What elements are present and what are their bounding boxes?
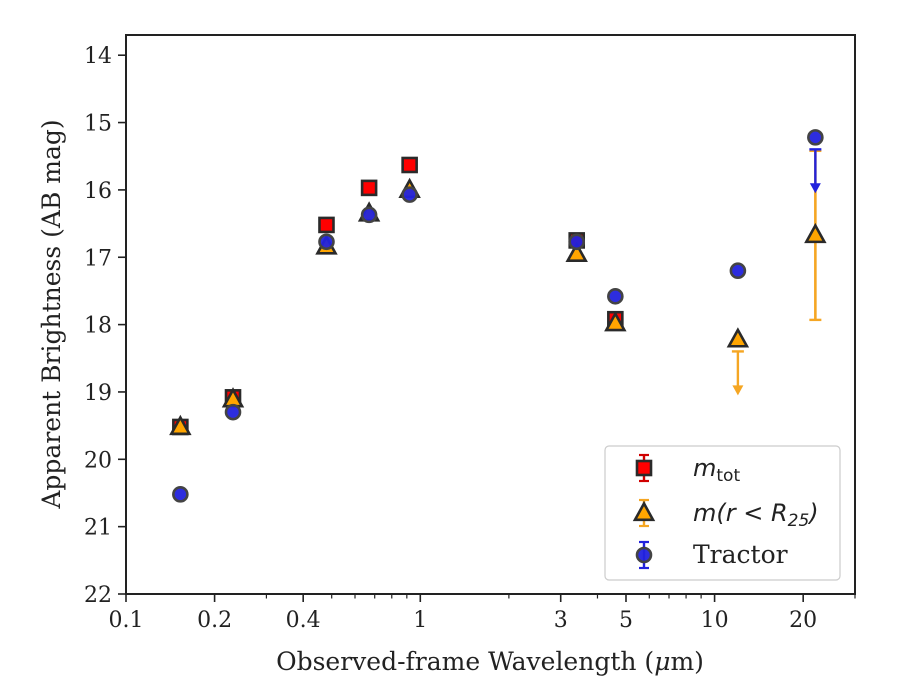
data-point-circle (318, 233, 335, 251)
legend-label: m(r < R25) (693, 499, 819, 531)
x-tick-label: 0.1 (109, 608, 144, 633)
upper-limit-arrow (809, 148, 822, 194)
data-point-square (318, 216, 335, 234)
data-layer (169, 129, 827, 503)
y-tick-label: 16 (84, 179, 112, 204)
data-point-square (360, 179, 378, 197)
legend-frame (604, 445, 841, 581)
upper-limit-arrow (731, 350, 744, 396)
data-point-circle (401, 186, 418, 203)
data-point-triangle (604, 311, 627, 332)
upper-limit-arrow-head (732, 385, 744, 396)
x-tick-label: 1 (413, 608, 427, 633)
x-axis-label: Observed-frame Wavelength (μm) (276, 647, 704, 676)
legend: mtot m(r < R25) Tractor (604, 445, 841, 581)
data-point-circle (224, 403, 242, 421)
y-axis-label: Apparent Brightness (AB mag) (37, 119, 66, 509)
y-tick-label: 14 (84, 44, 112, 69)
legend-label: mtot (693, 454, 740, 486)
data-point-triangle (565, 241, 588, 263)
y-tick-label: 17 (84, 246, 112, 271)
data-point-circle (360, 206, 378, 224)
data-point-circle (729, 262, 747, 280)
y-tick-label: 19 (84, 381, 112, 406)
plot-frame (125, 34, 856, 595)
legend-marker (635, 459, 653, 477)
legend-entry: m(r < R25) (632, 498, 819, 531)
legend-entry: Tractor (635, 540, 788, 570)
tick-layer: 0.1 0.2 0.4 1 3 5 10 20 14 15 16 17 18 19 20 21 22 (84, 44, 856, 633)
data-point-circle (568, 233, 586, 251)
y-tick-label: 22 (84, 583, 112, 608)
data-point-circle (607, 288, 624, 305)
data-point-triangle (804, 222, 827, 244)
legend-label: Tractor (693, 540, 788, 569)
y-tick-label: 15 (84, 112, 112, 137)
data-point-circle (807, 129, 824, 146)
legend-marker (635, 546, 653, 564)
x-tick-label: 5 (619, 608, 633, 633)
legend-entry: mtot (635, 453, 740, 486)
data-point-triangle (726, 327, 750, 348)
y-tick-label: 18 (84, 314, 112, 339)
data-point-circle (172, 486, 189, 503)
x-tick-label: 20 (789, 608, 817, 633)
data-point-square (401, 156, 418, 174)
upper-limit-arrow-head (809, 183, 821, 194)
y-tick-label: 21 (84, 516, 112, 541)
x-tick-label: 0.2 (197, 608, 232, 633)
y-tick-label: 20 (84, 448, 112, 473)
x-tick-label: 10 (701, 608, 729, 633)
x-tick-label: 0.4 (286, 608, 321, 633)
data-point-triangle (169, 414, 192, 436)
x-tick-label: 3 (554, 608, 568, 633)
legend-marker (632, 500, 656, 522)
